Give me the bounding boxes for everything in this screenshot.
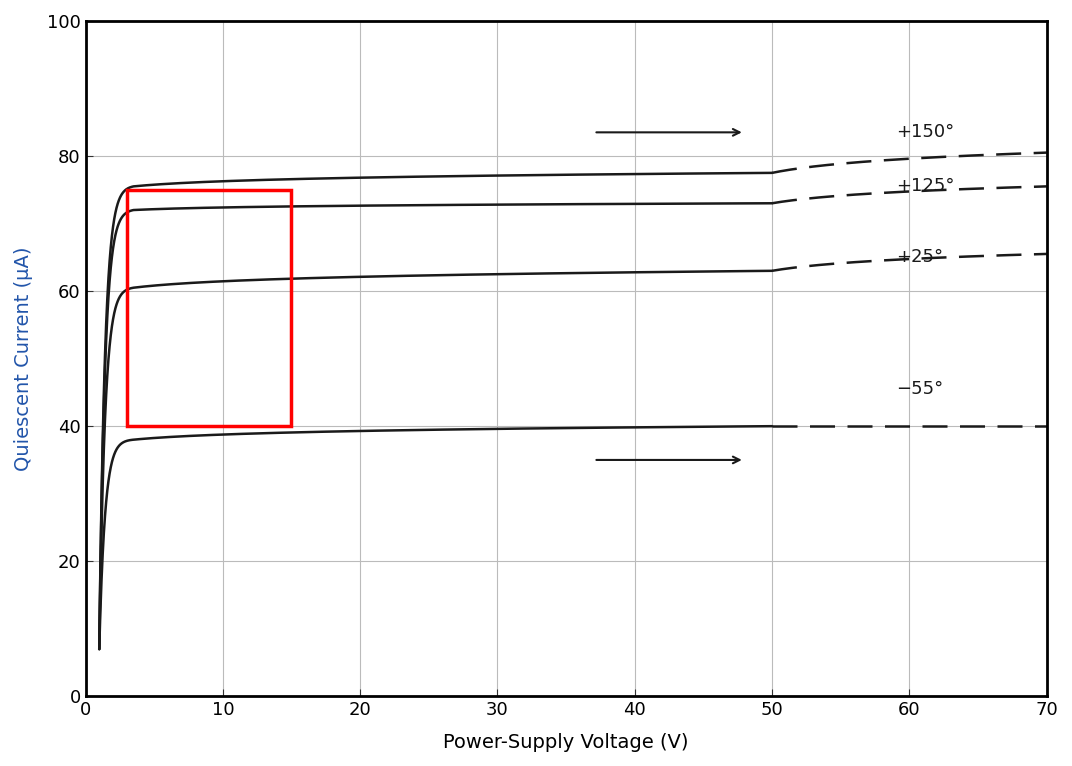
Text: −55°: −55°: [896, 380, 943, 398]
Text: +25°: +25°: [896, 248, 942, 267]
Y-axis label: Quiescent Current (μA): Quiescent Current (μA): [14, 247, 33, 471]
Text: +125°: +125°: [896, 178, 954, 195]
Bar: [126, 190, 292, 426]
X-axis label: Power-Supply Voltage (V): Power-Supply Voltage (V): [444, 733, 689, 752]
Text: +150°: +150°: [896, 123, 954, 142]
